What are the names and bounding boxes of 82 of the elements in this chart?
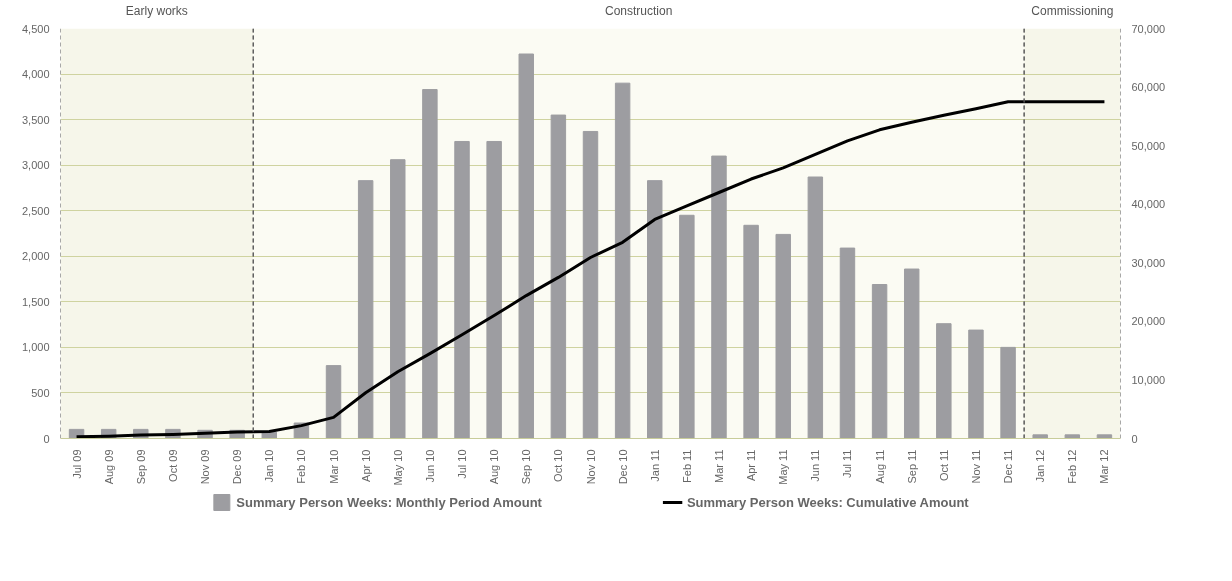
x-tick-label: Nov 11 (969, 449, 982, 484)
bar (743, 224, 759, 439)
y2-tick-label: 20,000 (1131, 315, 1166, 328)
bar (614, 82, 631, 439)
y2-tick-label: 40,000 (1131, 198, 1166, 211)
y-tick-label: 500 (31, 386, 50, 399)
legend-label: Summary Person Weeks: Cumulative Amount (686, 494, 969, 510)
bar (936, 323, 952, 439)
x-tick-label: Mar 10 (327, 449, 340, 484)
bar (1000, 346, 1016, 439)
band-label: Construction (605, 3, 673, 18)
x-tick-label: May 10 (391, 449, 404, 486)
y2-tick-label: 30,000 (1131, 256, 1166, 269)
x-tick-label: Oct 10 (552, 449, 565, 482)
x-tick-label: Jan 11 (648, 449, 661, 482)
x-tick-label: Dec 10 (616, 449, 629, 485)
bar (679, 214, 695, 439)
x-tick-label: Nov 10 (584, 449, 597, 485)
x-tick-label: Dec 11 (1002, 449, 1015, 484)
y-tick-label: 2,500 (21, 204, 50, 217)
bar (550, 114, 567, 439)
x-tick-label: Jul 09 (70, 449, 83, 479)
bar (325, 365, 342, 439)
x-tick-label: Dec 09 (231, 449, 244, 485)
bar (839, 247, 856, 439)
y-tick-label: 2,000 (21, 250, 50, 263)
bar (1064, 434, 1081, 439)
x-tick-label: Sep 09 (134, 449, 147, 485)
y-tick-label: 1,500 (21, 295, 50, 308)
bar (1096, 434, 1113, 439)
y-tick-label: 0 (43, 432, 50, 445)
legend-label: Summary Person Weeks: Monthly Period Amount (236, 494, 542, 510)
x-tick-label: Jul 11 (841, 449, 854, 479)
bar (711, 155, 727, 439)
y-tick-label: 4,500 (21, 22, 50, 35)
bar (390, 159, 406, 439)
y-tick-label: 4,000 (21, 68, 50, 81)
x-tick-label: Mar 11 (712, 449, 725, 483)
y2-tick-label: 60,000 (1131, 81, 1166, 94)
x-tick-label: Feb 10 (295, 449, 308, 484)
bar (775, 233, 791, 439)
x-tick-label: Jan 12 (1034, 449, 1047, 483)
x-tick-label: Aug 09 (102, 449, 115, 485)
y2-tick-label: 0 (1131, 432, 1138, 445)
bar (357, 180, 374, 439)
x-tick-label: Oct 11 (937, 449, 950, 482)
band-label: Commissioning (1031, 3, 1114, 18)
bar (647, 180, 663, 439)
bar (903, 268, 920, 439)
bar (807, 176, 824, 439)
x-tick-label: Aug 10 (488, 449, 501, 485)
x-tick-label: Jul 10 (456, 449, 469, 479)
x-tick-label: Sep 10 (520, 449, 533, 485)
x-tick-label: Aug 11 (873, 449, 886, 484)
band-label: Early works (125, 3, 188, 18)
x-tick-label: Feb 12 (1066, 449, 1079, 484)
bar (582, 130, 599, 439)
bar (871, 284, 888, 439)
x-tick-label: Jan 10 (263, 449, 276, 483)
x-tick-label: Mar 12 (1098, 449, 1111, 484)
x-tick-label: Feb 11 (680, 449, 693, 483)
y-tick-label: 1,000 (21, 341, 50, 354)
y2-tick-label: 70,000 (1131, 22, 1166, 35)
x-tick-label: Nov 09 (199, 449, 212, 485)
x-tick-label: Jun 10 (423, 449, 436, 483)
y-tick-label: 3,500 (21, 113, 50, 126)
x-tick-label: Sep 11 (905, 449, 918, 484)
y-tick-label: 3,000 (21, 159, 50, 172)
x-tick-label: Oct 09 (166, 449, 179, 482)
x-tick-label: Jun 11 (809, 449, 822, 482)
x-tick-label: Apr 11 (745, 449, 758, 482)
bar (454, 140, 470, 439)
bar (486, 140, 502, 439)
bar (518, 53, 534, 439)
y2-tick-label: 50,000 (1131, 139, 1166, 152)
y2-tick-label: 10,000 (1131, 373, 1166, 386)
x-tick-label: Apr 10 (359, 449, 372, 482)
bar (968, 329, 984, 439)
bar (422, 89, 438, 439)
bar (1032, 434, 1048, 439)
x-tick-label: May 11 (777, 449, 790, 485)
line-series (75, 100, 1106, 439)
